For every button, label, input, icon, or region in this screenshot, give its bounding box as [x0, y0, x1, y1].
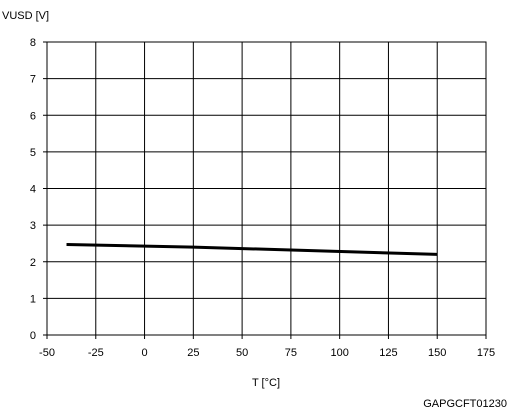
- x-tick-label: -25: [88, 347, 104, 359]
- x-axis-ticks: -50 -25 0 25 50 75 100 125 150 175: [39, 335, 495, 359]
- y-tick-label: 4: [30, 184, 36, 196]
- y-tick-label: 6: [30, 110, 36, 122]
- y-axis-ticks: 0 1 2 3 4 5 6 7 8: [30, 37, 47, 342]
- x-tick-label: -50: [39, 347, 55, 359]
- y-axis-label: VUSD [V]: [2, 10, 49, 22]
- x-tick-label: 50: [236, 347, 248, 359]
- series-line: [66, 243, 438, 256]
- figure-id: GAPGCFT01230: [423, 398, 507, 410]
- x-axis-label: T [°C]: [252, 377, 280, 389]
- y-tick-label: 1: [30, 293, 36, 305]
- x-tick-label: 125: [379, 347, 397, 359]
- y-tick-label: 2: [30, 257, 36, 269]
- y-tick-label: 3: [30, 220, 36, 232]
- x-tick-label: 175: [477, 347, 495, 359]
- x-tick-label: 25: [187, 347, 199, 359]
- x-tick-label: 0: [141, 347, 147, 359]
- y-tick-label: 5: [30, 147, 36, 159]
- x-tick-label: 75: [285, 347, 297, 359]
- x-tick-label: 100: [330, 347, 348, 359]
- y-tick-label: 0: [30, 330, 36, 342]
- x-tick-label: 150: [428, 347, 446, 359]
- series-layer: [66, 243, 438, 256]
- y-tick-label: 7: [30, 74, 36, 86]
- y-tick-label: 8: [30, 37, 36, 49]
- grid: [46, 41, 487, 336]
